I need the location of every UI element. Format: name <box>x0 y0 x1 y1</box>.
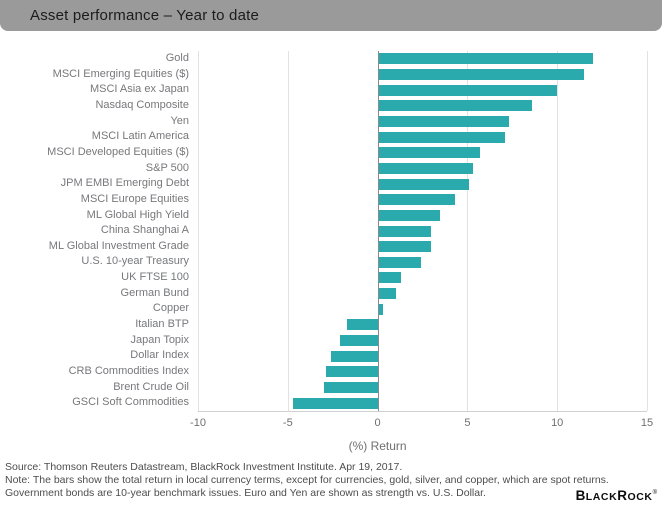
bar <box>330 350 378 362</box>
footer: Source: Thomson Reuters Datastream, Blac… <box>5 461 609 500</box>
bar <box>325 366 378 378</box>
category-label: Gold <box>165 52 189 64</box>
bar <box>377 53 594 65</box>
category-label: MSCI Developed Equities ($) <box>47 145 189 158</box>
bar <box>323 382 378 394</box>
plot-bottom-border <box>198 411 647 412</box>
category-label: Italian BTP <box>135 318 189 331</box>
bar <box>377 68 585 80</box>
source-text: Source: Thomson Reuters Datastream, Blac… <box>5 461 403 473</box>
bar <box>377 178 470 190</box>
page-title: Asset performance – Year to date <box>30 7 260 24</box>
bar <box>347 319 378 331</box>
x-tick-label: 0 <box>374 417 381 429</box>
bar <box>377 100 533 112</box>
bar <box>377 131 506 143</box>
category-label: Brent Crude Oil <box>113 380 189 393</box>
bar <box>377 241 432 253</box>
category-label: ML Global Investment Grade <box>48 239 189 252</box>
category-label: MSCI Europe Equities <box>80 192 189 205</box>
note2-text: Government bonds are 10-year benchmark i… <box>5 487 486 499</box>
category-label: ML Global High Yield <box>86 208 189 221</box>
x-tick-label: -10 <box>190 417 206 429</box>
logo-letters: LACK <box>585 491 618 503</box>
bar <box>339 335 378 347</box>
category-label: U.S. 10-year Treasury <box>81 255 189 268</box>
category-label: UK FTSE 100 <box>121 271 189 284</box>
bar <box>377 194 455 206</box>
category-label: Yen <box>170 114 189 127</box>
category-label: MSCI Asia ex Japan <box>89 83 189 96</box>
gridline <box>287 51 289 411</box>
bar <box>377 225 432 237</box>
x-axis-title: (%) Return <box>348 439 407 453</box>
x-tick-label: 15 <box>640 417 654 429</box>
gridline <box>557 51 559 411</box>
bar <box>377 147 480 159</box>
bar <box>377 84 558 96</box>
bar <box>293 397 378 409</box>
category-label: GSCI Soft Commodities <box>72 396 189 409</box>
bar <box>377 288 396 300</box>
zero-axis-line <box>377 51 379 411</box>
x-tick-label: 10 <box>551 417 564 429</box>
gridline <box>647 51 648 411</box>
category-label: German Bund <box>120 286 189 299</box>
bar <box>377 272 401 284</box>
category-label: China Shanghai A <box>100 224 189 237</box>
category-label: JPM EMBI Emerging Debt <box>60 177 189 190</box>
bar <box>377 162 473 174</box>
note-text: Note: The bars show the total return in … <box>5 474 609 486</box>
bar <box>377 115 509 127</box>
category-label: MSCI Latin America <box>91 130 189 143</box>
title-bar: Asset performance – Year to date <box>0 0 662 31</box>
category-label: Copper <box>152 302 189 315</box>
registered-mark: ® <box>652 490 657 496</box>
x-tick-label: -5 <box>282 417 293 429</box>
blackrock-logo: BLACKROCK® <box>576 487 657 505</box>
category-label: Japan Topix <box>130 333 189 346</box>
logo-letters: OCK <box>627 491 653 503</box>
category-label: Dollar Index <box>130 349 189 362</box>
bar <box>377 303 383 315</box>
category-label: MSCI Emerging Equities ($) <box>52 67 189 80</box>
bar <box>377 256 421 268</box>
gridline <box>198 51 199 411</box>
category-label: S&P 500 <box>145 161 189 174</box>
bar <box>377 209 441 221</box>
category-label: Nasdaq Composite <box>95 98 189 111</box>
category-label: CRB Commodities Index <box>68 365 189 378</box>
logo-letter: B <box>575 488 586 503</box>
logo-letter: R <box>617 488 628 503</box>
gridline <box>467 51 469 411</box>
x-tick-label: 5 <box>464 417 471 429</box>
